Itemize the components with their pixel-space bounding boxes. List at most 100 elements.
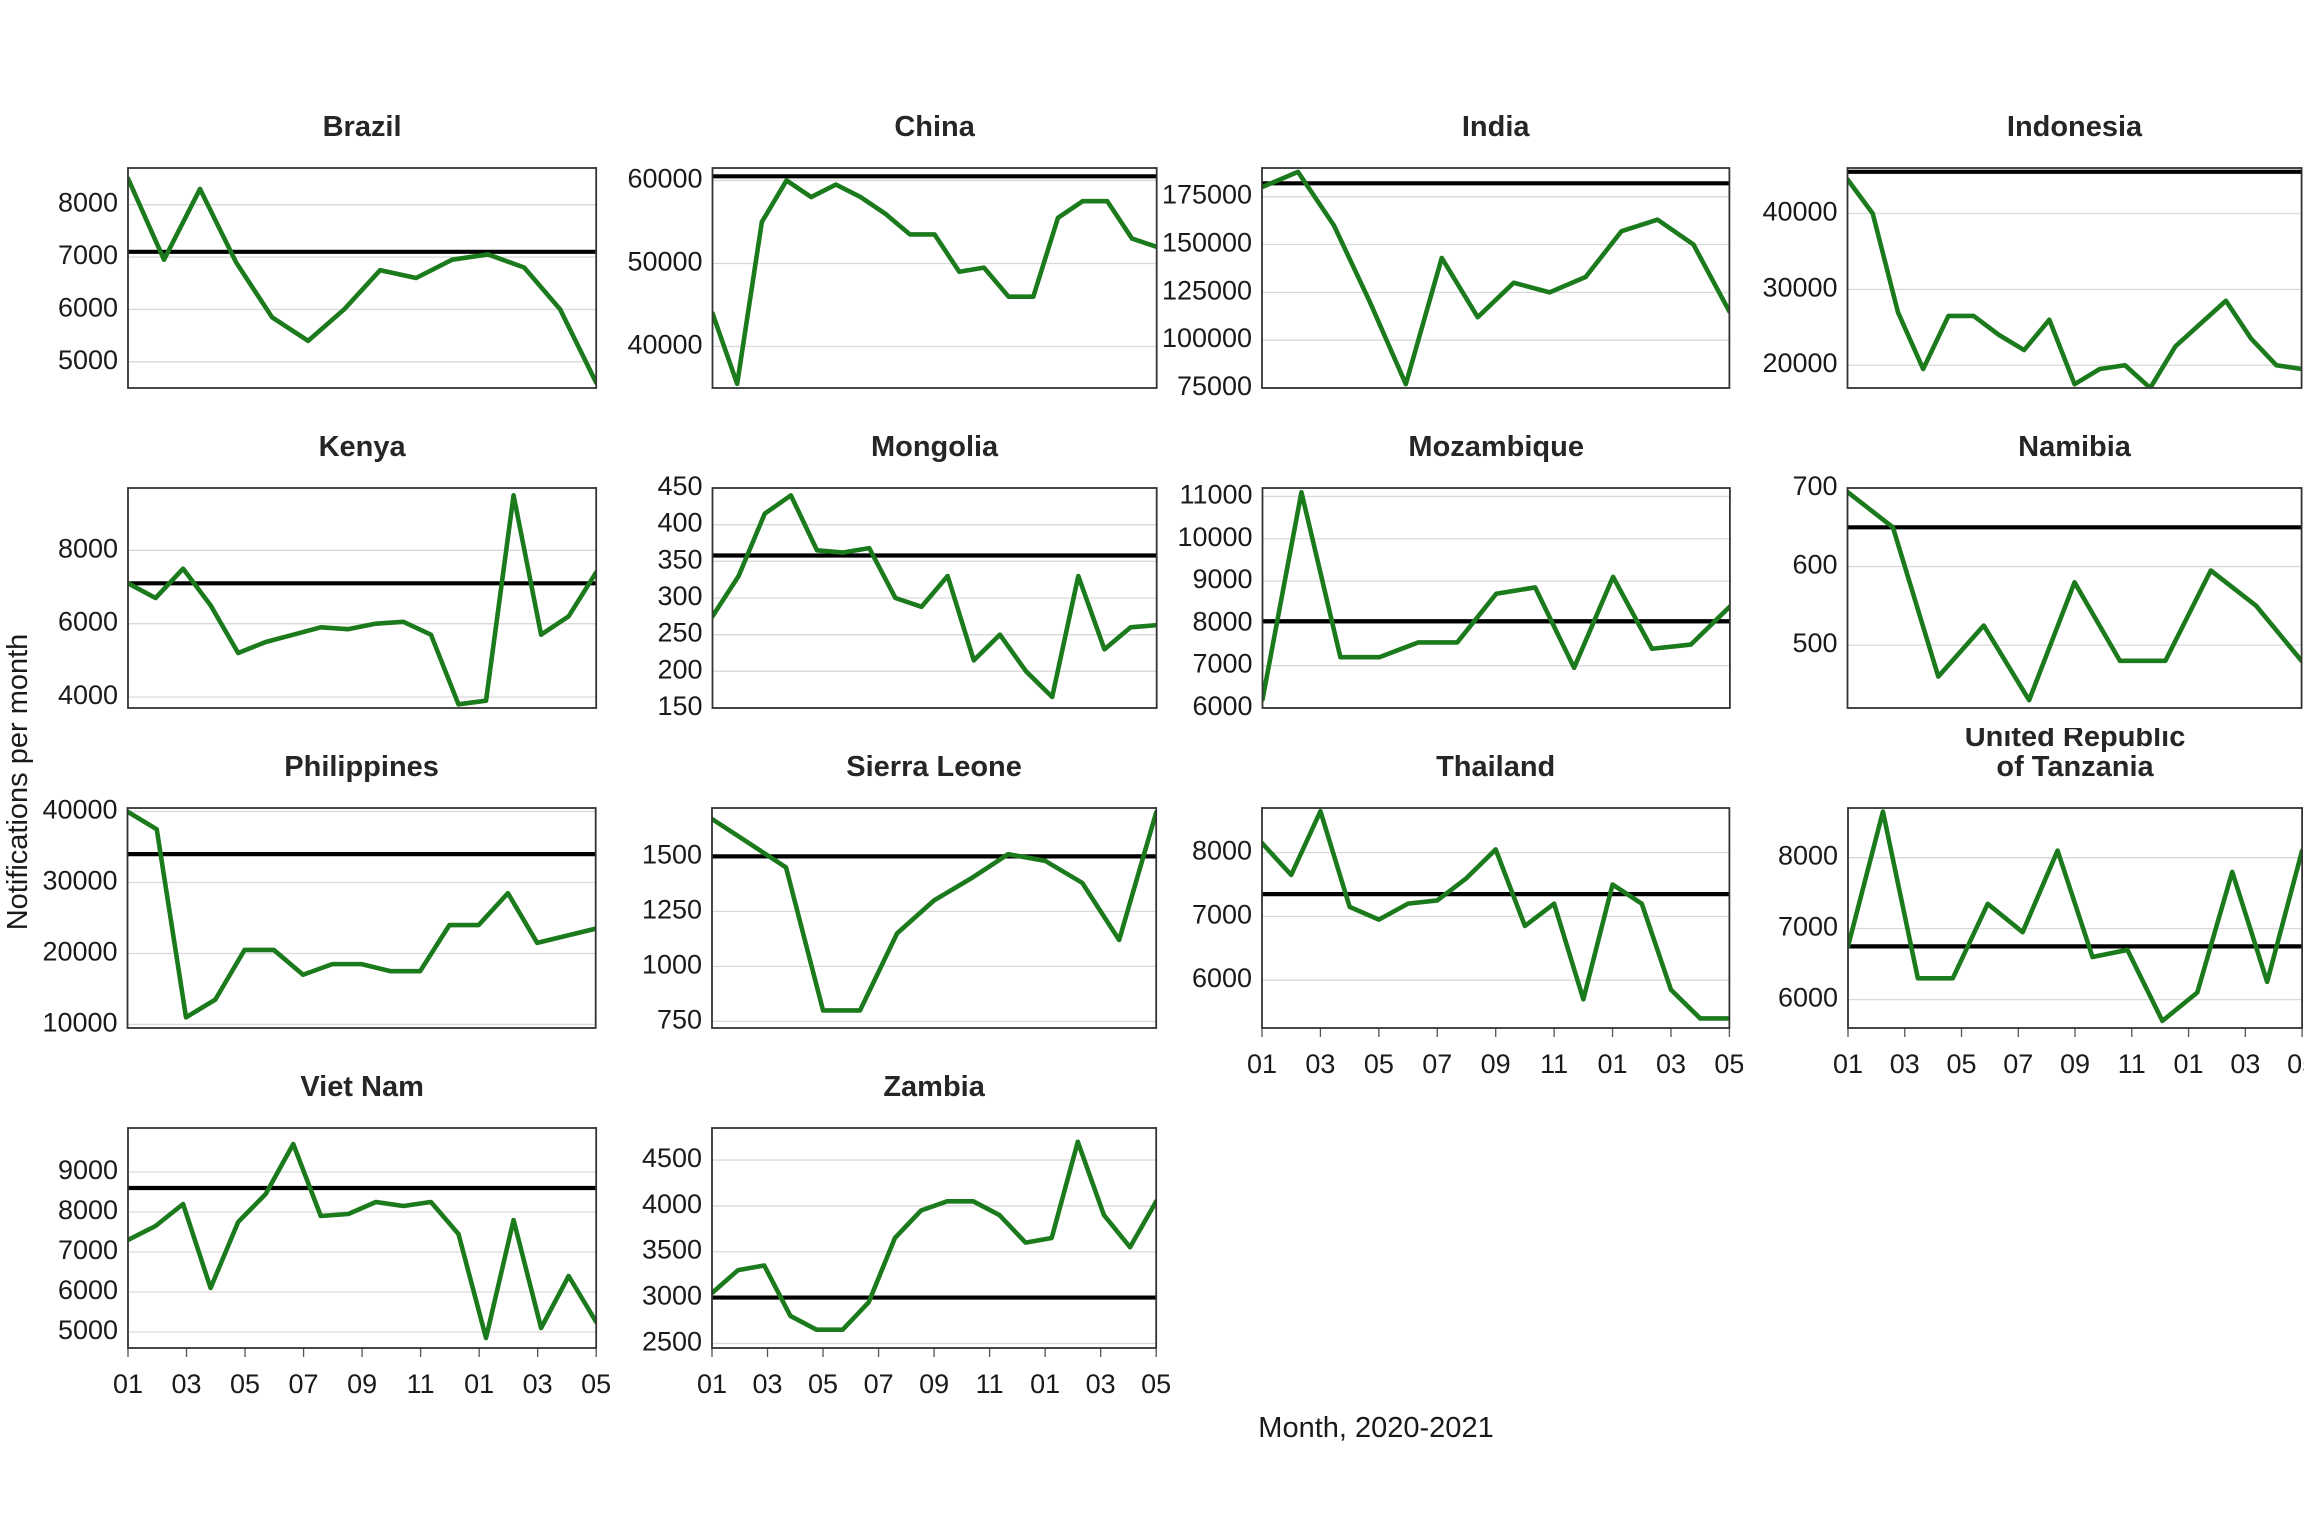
svg-text:01: 01 (697, 1369, 727, 1399)
svg-text:07: 07 (288, 1369, 318, 1399)
svg-text:Brazil: Brazil (322, 111, 401, 143)
svg-text:Namibia: Namibia (2019, 431, 2133, 463)
svg-text:11: 11 (1540, 1049, 1568, 1079)
svg-text:05: 05 (808, 1369, 838, 1399)
svg-text:7000: 7000 (1192, 899, 1252, 929)
svg-text:01: 01 (1247, 1049, 1277, 1079)
svg-text:30000: 30000 (43, 866, 118, 896)
svg-text:Kenya: Kenya (318, 431, 406, 463)
svg-text:500: 500 (1793, 628, 1838, 658)
svg-text:50000: 50000 (627, 246, 702, 276)
svg-text:150000: 150000 (1162, 228, 1252, 258)
svg-text:7000: 7000 (58, 1235, 118, 1265)
svg-text:11: 11 (976, 1369, 1004, 1399)
svg-text:1000: 1000 (642, 949, 702, 979)
svg-text:6000: 6000 (58, 292, 118, 322)
svg-text:5000: 5000 (58, 345, 118, 375)
svg-text:300: 300 (657, 581, 702, 611)
svg-text:China: China (894, 111, 975, 143)
svg-text:03: 03 (753, 1369, 783, 1399)
svg-text:Thailand: Thailand (1436, 751, 1555, 783)
svg-text:40000: 40000 (627, 329, 702, 359)
svg-text:6000: 6000 (1192, 691, 1252, 721)
svg-text:05: 05 (1141, 1369, 1170, 1399)
svg-text:Mozambique: Mozambique (1408, 431, 1584, 463)
svg-text:1500: 1500 (642, 839, 702, 869)
svg-text:150: 150 (657, 691, 702, 721)
svg-text:40000: 40000 (1763, 197, 1838, 227)
svg-text:01: 01 (464, 1369, 494, 1399)
svg-text:250: 250 (657, 618, 702, 648)
svg-text:700: 700 (1793, 471, 1838, 501)
svg-text:Sierra Leone: Sierra Leone (847, 751, 1023, 783)
svg-text:350: 350 (657, 544, 702, 574)
svg-text:100000: 100000 (1162, 323, 1252, 353)
svg-text:8000: 8000 (58, 1195, 118, 1225)
svg-text:11: 11 (406, 1369, 434, 1399)
svg-text:Viet Nam: Viet Nam (300, 1071, 424, 1103)
svg-text:09: 09 (919, 1369, 949, 1399)
svg-text:3000: 3000 (642, 1281, 702, 1311)
svg-text:60000: 60000 (627, 163, 702, 193)
svg-text:30000: 30000 (1763, 272, 1838, 302)
svg-text:11: 11 (2118, 1049, 2146, 1079)
svg-text:7000: 7000 (1778, 912, 1838, 942)
svg-text:01: 01 (113, 1369, 143, 1399)
svg-text:8000: 8000 (1192, 836, 1252, 866)
svg-text:Indonesia: Indonesia (2007, 111, 2143, 143)
svg-text:09: 09 (1481, 1049, 1511, 1079)
svg-text:03: 03 (522, 1369, 552, 1399)
svg-text:03: 03 (171, 1369, 201, 1399)
svg-text:600: 600 (1793, 550, 1838, 580)
svg-text:75000: 75000 (1177, 371, 1252, 401)
svg-text:125000: 125000 (1162, 275, 1252, 305)
svg-text:8000: 8000 (58, 533, 118, 563)
svg-text:11000: 11000 (1179, 479, 1252, 509)
svg-text:India: India (1462, 111, 1531, 143)
svg-text:4500: 4500 (642, 1143, 702, 1173)
svg-text:Philippines: Philippines (285, 751, 440, 783)
svg-text:20000: 20000 (43, 936, 118, 966)
svg-text:03: 03 (1086, 1369, 1116, 1399)
svg-text:05: 05 (1364, 1049, 1394, 1079)
svg-text:9000: 9000 (1192, 564, 1252, 594)
svg-text:5000: 5000 (58, 1315, 118, 1345)
svg-text:4000: 4000 (58, 680, 118, 710)
svg-text:03: 03 (2230, 1049, 2260, 1079)
svg-text:07: 07 (1422, 1049, 1452, 1079)
svg-text:05: 05 (2287, 1049, 2304, 1079)
svg-text:20000: 20000 (1763, 348, 1838, 378)
svg-text:03: 03 (1890, 1049, 1920, 1079)
svg-text:400: 400 (657, 508, 702, 538)
svg-text:200: 200 (657, 654, 702, 684)
svg-text:2500: 2500 (642, 1326, 702, 1356)
svg-text:9000: 9000 (58, 1155, 118, 1185)
svg-text:of Tanzania: of Tanzania (1996, 751, 2154, 783)
svg-text:01: 01 (1833, 1049, 1863, 1079)
svg-text:07: 07 (864, 1369, 894, 1399)
svg-text:8000: 8000 (58, 188, 118, 218)
svg-text:01: 01 (2173, 1049, 2203, 1079)
svg-text:Zambia: Zambia (884, 1071, 986, 1103)
svg-text:750: 750 (657, 1004, 702, 1034)
svg-text:3500: 3500 (642, 1235, 702, 1265)
svg-text:175000: 175000 (1162, 180, 1252, 210)
svg-text:United Republic: United Republic (1965, 728, 2186, 753)
svg-text:4000: 4000 (642, 1189, 702, 1219)
svg-text:6000: 6000 (1192, 963, 1252, 993)
svg-text:10000: 10000 (43, 1007, 118, 1037)
svg-text:05: 05 (230, 1369, 260, 1399)
svg-text:450: 450 (657, 471, 702, 501)
svg-text:09: 09 (347, 1369, 377, 1399)
svg-text:10000: 10000 (1177, 522, 1252, 552)
svg-text:8000: 8000 (1778, 841, 1838, 871)
svg-text:03: 03 (1305, 1049, 1335, 1079)
svg-text:7000: 7000 (1192, 649, 1252, 679)
svg-text:07: 07 (2003, 1049, 2033, 1079)
svg-text:Mongolia: Mongolia (871, 431, 999, 463)
svg-text:7000: 7000 (58, 240, 118, 270)
svg-text:05: 05 (1946, 1049, 1976, 1079)
svg-text:40000: 40000 (43, 795, 118, 825)
svg-text:6000: 6000 (58, 1275, 118, 1305)
svg-text:8000: 8000 (1192, 606, 1252, 636)
